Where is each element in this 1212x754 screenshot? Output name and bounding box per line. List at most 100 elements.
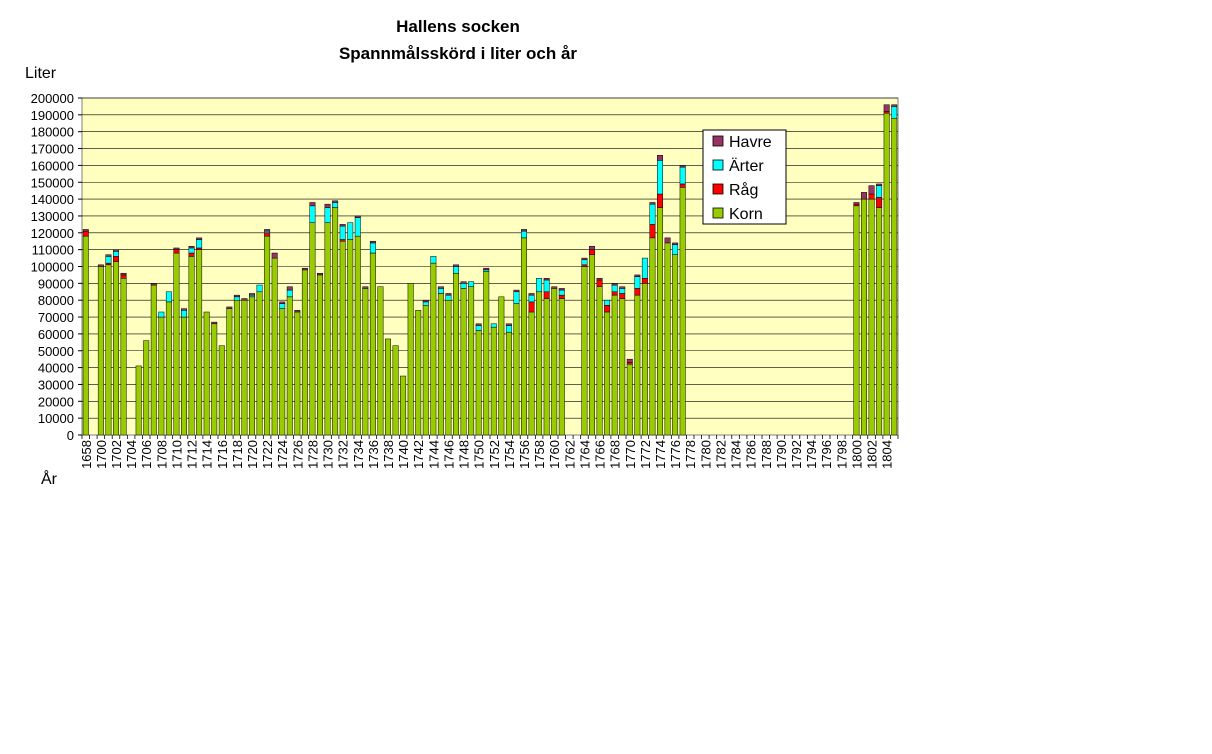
x-tick-label: 1774	[653, 440, 668, 469]
bar-korn-1734	[354, 235, 361, 436]
x-tick-label: 1784	[729, 440, 744, 469]
x-tick-label: 1712	[185, 440, 200, 469]
bar-ärter-1702	[113, 251, 119, 257]
bar-havre-1720	[249, 293, 255, 296]
bar-havre-1747	[453, 264, 459, 267]
x-tick-label: 1730	[321, 440, 336, 469]
bar-korn-1722	[264, 235, 271, 436]
bar-ärter-1747	[453, 266, 459, 274]
bar-råg-1713	[196, 247, 203, 250]
bar-korn-1765	[589, 254, 595, 436]
grid-lines	[82, 97, 898, 419]
bar-havre-1805	[891, 104, 898, 107]
y-tick-label: 60000	[38, 327, 74, 342]
bar-havre-1745	[437, 286, 444, 289]
bar-havre-1707	[150, 283, 157, 286]
bar-havre-1771	[634, 274, 641, 277]
bar-råg-1701	[105, 262, 112, 266]
bar-ärter-1746	[445, 294, 452, 301]
bar-korn-1732	[339, 240, 346, 436]
bar-råg-1772	[641, 278, 648, 284]
bar-ärter-1713	[196, 239, 203, 249]
bar-råg-1703	[120, 274, 127, 279]
bar-ärter-1757	[528, 294, 535, 303]
bar-råg-1759	[543, 291, 550, 299]
bar-havre-1726	[294, 310, 301, 313]
bar-havre-1730	[324, 203, 331, 208]
bar-korn-1717	[226, 308, 233, 436]
bar-korn-1758	[536, 291, 543, 436]
bar-korn-1740	[400, 375, 407, 436]
bar-råg-1800	[853, 203, 860, 207]
bar-ärter-1722	[264, 230, 271, 234]
x-tick-label: 1718	[230, 440, 245, 469]
x-tick-label: 1758	[532, 440, 547, 469]
bar-korn-1733	[347, 239, 354, 436]
bar-ärter-1725	[286, 289, 293, 298]
bar-ärter-1711	[181, 310, 187, 318]
bar-korn-1702	[113, 261, 119, 436]
bar-korn-1703	[120, 278, 127, 436]
bar-råg-1757	[528, 301, 535, 313]
bar-råg-1710	[173, 249, 180, 254]
bar-korn-1714	[203, 311, 210, 436]
bar-korn-1727	[301, 269, 308, 436]
bar-ärter-1718	[233, 296, 240, 301]
bar-ärter-1728	[309, 205, 316, 223]
bar-korn-1707	[150, 284, 157, 436]
bar-ärter-1712	[188, 247, 195, 254]
bar-havre-1773	[649, 202, 656, 205]
bar-korn-1747	[453, 272, 459, 436]
bar-korn-1750	[475, 330, 482, 436]
bar-havre-1765	[589, 246, 595, 250]
bar-råg-1767	[604, 305, 611, 313]
bar-ärter-1767	[604, 299, 611, 306]
bar-havre-1735	[362, 286, 369, 289]
bar-ärter-1777	[679, 166, 686, 185]
x-tick-label: 1772	[638, 440, 653, 469]
bar-råg-1732	[339, 239, 346, 242]
bar-havre-1736	[369, 240, 376, 244]
bar-korn-1658	[82, 235, 89, 436]
x-tick-label: 1722	[260, 440, 275, 469]
x-tick-label: 1748	[457, 440, 472, 469]
bar-korn-1706	[143, 340, 150, 436]
bar-ärter-1805	[891, 106, 898, 119]
bar-havre-1770	[626, 358, 633, 363]
bar-havre-1722	[264, 229, 271, 232]
bar-korn-1724	[279, 308, 286, 436]
x-tick-label: 1750	[472, 440, 487, 469]
x-tick-label: 1716	[215, 440, 230, 469]
legend-label-ärter: Ärter	[729, 157, 764, 175]
x-tick-label: 1702	[109, 440, 124, 469]
y-tick-label: 70000	[38, 310, 74, 325]
bar-korn-1711	[181, 316, 187, 436]
bar-korn-1757	[528, 311, 535, 436]
legend: Havre Ärter Råg Korn	[702, 129, 787, 225]
bar-korn-1755	[513, 303, 520, 436]
bar-havre-1774	[657, 155, 663, 161]
bar-korn-1712	[188, 256, 195, 436]
bar-ärter-1756	[521, 230, 527, 239]
bar-havre-1756	[521, 229, 527, 232]
bar-havre-1715	[211, 321, 218, 325]
bar-havre-1703	[120, 272, 127, 276]
bar-korn-1749	[468, 286, 475, 436]
x-tick-label: 1782	[713, 440, 728, 469]
bar-korn-1715	[211, 323, 218, 436]
y-tick-label: 150000	[31, 175, 74, 190]
y-tick-label: 80000	[38, 293, 74, 308]
bar-korn-1743	[422, 305, 429, 436]
bar-havre-1728	[309, 202, 316, 207]
bar-korn-1701	[105, 264, 112, 436]
x-tick-label: 1790	[774, 440, 789, 469]
bar-korn-1800	[853, 205, 860, 436]
bar-råg-1771	[634, 288, 641, 296]
bar-havre-1658	[82, 229, 89, 232]
bar-korn-1726	[294, 311, 301, 436]
x-tick-label: 1734	[351, 440, 366, 469]
bar-korn-1710	[173, 252, 180, 436]
bar-råg-1658	[82, 230, 89, 237]
bar-korn-1752	[490, 326, 497, 436]
